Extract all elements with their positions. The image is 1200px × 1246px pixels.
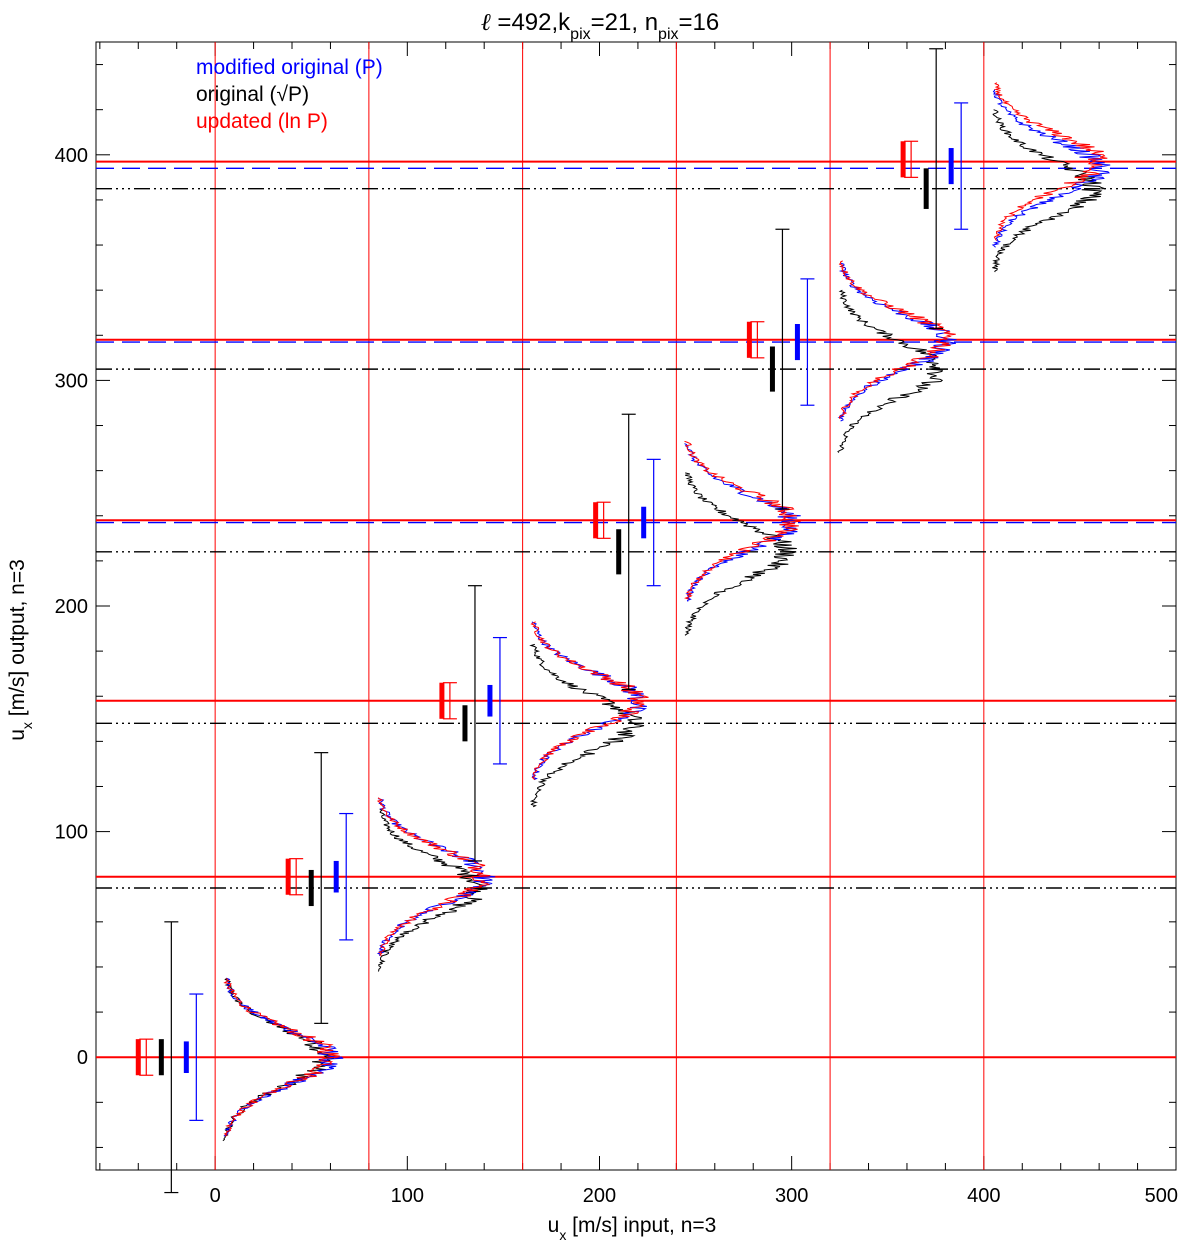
x-tick-label: 100: [391, 1185, 424, 1207]
y-tick-label: 300: [55, 370, 88, 392]
plot-area: 0 100 200 300 400 500 0 100 200 300 400: [55, 41, 1178, 1207]
y-tick-label: 100: [55, 822, 88, 844]
legend-entry-original: original (√P): [196, 83, 309, 106]
y-tick-label: 400: [55, 145, 88, 167]
histogram-original: [529, 643, 645, 808]
chart-title: ℓ =492,kpix=21, npix=16: [481, 8, 719, 43]
histogram-updated: [993, 82, 1108, 241]
histogram-updated: [530, 621, 649, 780]
x-tick-label: 500: [1145, 1185, 1178, 1207]
x-axis-title-main: u: [548, 1214, 560, 1237]
histogram-original: [837, 289, 944, 453]
y-axis-title-main: u: [6, 729, 29, 741]
legend-entry-modified: modified original (P): [196, 56, 383, 79]
x-tick-label: 400: [967, 1185, 1000, 1207]
title-k-value: =21,: [591, 9, 638, 36]
title-n-main: n: [645, 9, 658, 36]
histogram-original: [377, 808, 488, 972]
histogram-updated: [376, 797, 491, 957]
x-tick-label: 200: [583, 1185, 616, 1207]
plot-frame: [95, 41, 1177, 1171]
y-tick-label: 0: [77, 1047, 88, 1069]
x-axis-title-rest: [m/s] input, n=3: [566, 1214, 716, 1237]
x-axis-title: ux [m/s] input, n=3: [548, 1214, 717, 1243]
histogram-modified: [531, 621, 648, 781]
x-tick-label: 300: [775, 1185, 808, 1207]
y-tick-label: 200: [55, 596, 88, 618]
histogram-original: [684, 472, 797, 636]
legend: modified original (P) original (√P) upda…: [196, 56, 383, 133]
title-ell-value: =492,: [491, 9, 558, 36]
title-n-value: =16: [679, 9, 720, 36]
title-n-sub: pix: [658, 26, 678, 43]
x-axis-title-sub: x: [559, 1227, 566, 1243]
title-ell-symbol: ℓ: [481, 8, 491, 36]
legend-entry-updated: updated (ln P): [196, 110, 328, 133]
histogram-updated: [838, 260, 956, 419]
y-axis-title: ux [m/s] output, n=3: [6, 559, 35, 741]
histogram-updated: [684, 440, 801, 600]
title-k-main: k: [558, 9, 571, 36]
histogram-original: [992, 109, 1105, 273]
y-axis-title-rest: [m/s] output, n=3: [6, 559, 29, 722]
title-k-sub: pix: [570, 26, 590, 43]
x-tick-label: 0: [210, 1185, 221, 1207]
histogram-updated: [223, 978, 340, 1137]
y-axis-title-sub: x: [19, 722, 35, 729]
